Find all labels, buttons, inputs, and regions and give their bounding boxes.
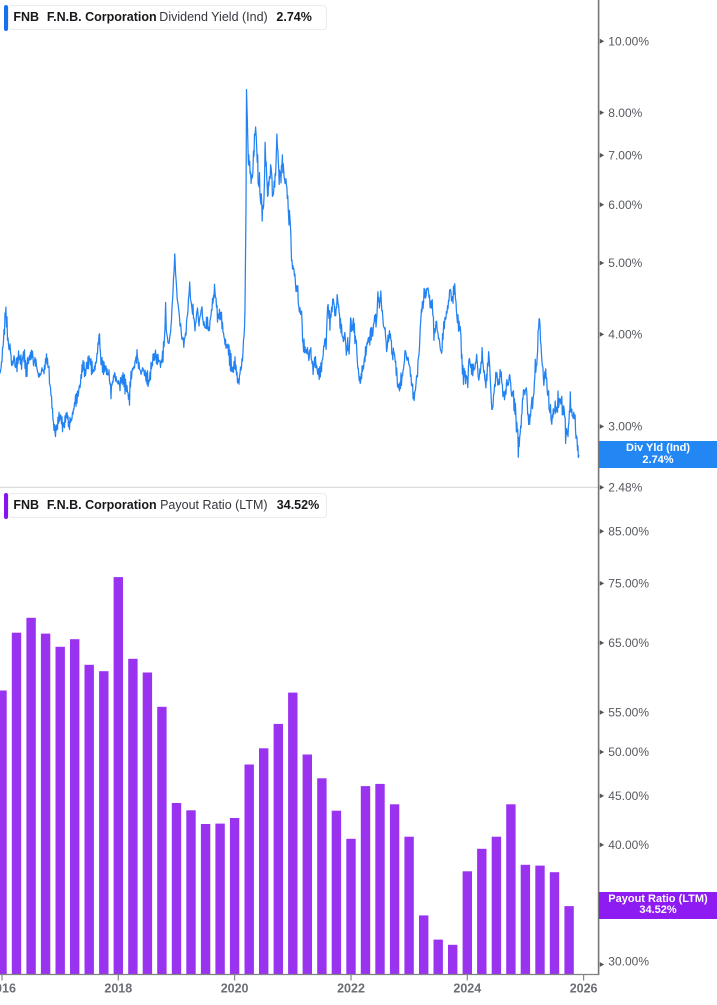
svg-text:2018: 2018 — [104, 982, 132, 996]
svg-text:3.00%: 3.00% — [608, 420, 642, 434]
svg-text:2016: 2016 — [0, 982, 16, 996]
svg-text:2022: 2022 — [337, 982, 365, 996]
svg-text:85.00%: 85.00% — [608, 525, 649, 539]
svg-text:50.00%: 50.00% — [608, 745, 649, 759]
svg-text:4.00%: 4.00% — [608, 328, 642, 342]
svg-text:40.00%: 40.00% — [608, 838, 649, 852]
svg-text:2024: 2024 — [453, 982, 481, 996]
svg-text:45.00%: 45.00% — [608, 789, 649, 803]
svg-text:30.00%: 30.00% — [608, 954, 649, 968]
svg-text:6.00%: 6.00% — [608, 198, 642, 212]
svg-text:5.00%: 5.00% — [608, 256, 642, 270]
svg-text:55.00%: 55.00% — [608, 706, 649, 720]
svg-text:2.48%: 2.48% — [608, 481, 642, 495]
svg-text:2026: 2026 — [570, 982, 598, 996]
svg-text:10.00%: 10.00% — [608, 34, 649, 48]
svg-text:65.00%: 65.00% — [608, 636, 649, 650]
svg-text:75.00%: 75.00% — [608, 577, 649, 591]
svg-text:8.00%: 8.00% — [608, 106, 642, 120]
svg-text:7.00%: 7.00% — [608, 149, 642, 163]
svg-text:2020: 2020 — [221, 982, 249, 996]
